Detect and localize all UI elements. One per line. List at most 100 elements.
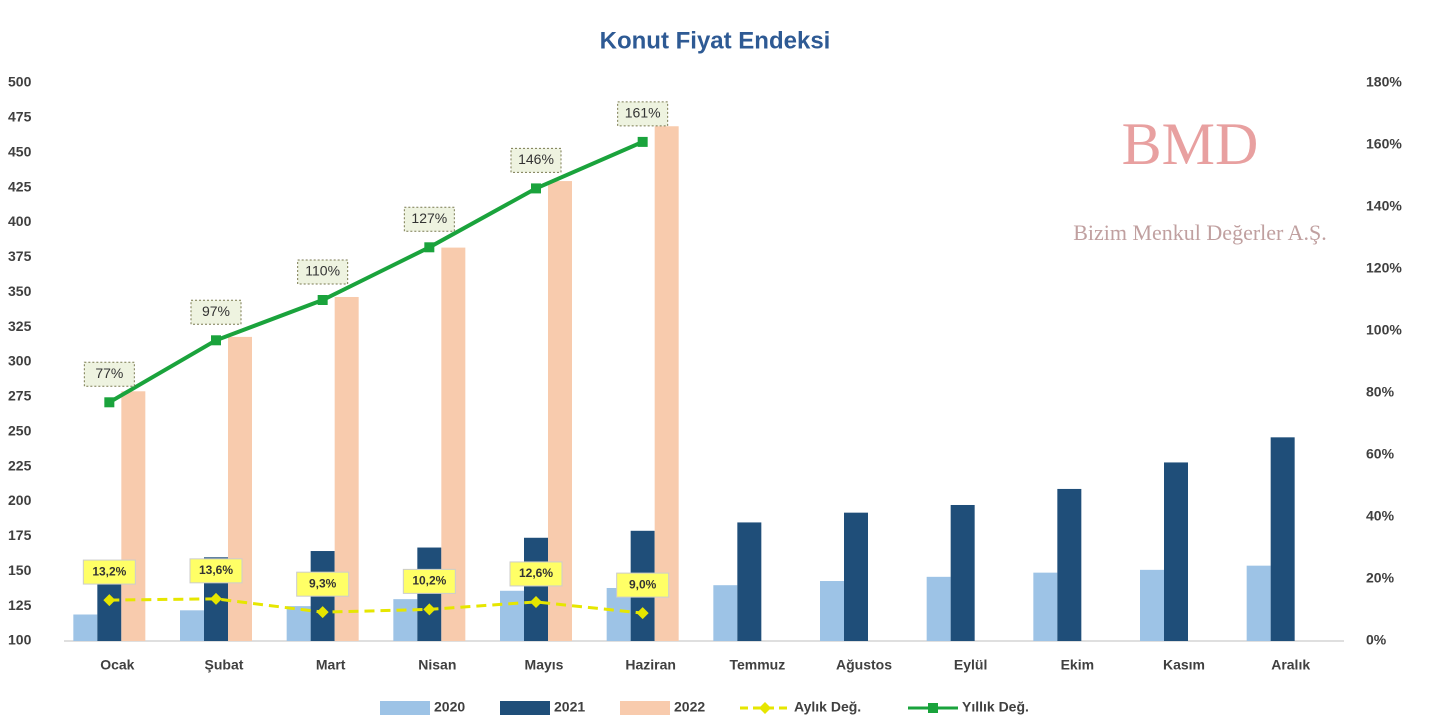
marker [636, 607, 649, 620]
x-tick-label: Nisan [418, 657, 456, 673]
data-label: 146% [518, 151, 554, 167]
y-tick-label: 275 [8, 388, 32, 404]
bar [713, 585, 738, 641]
x-tick-label: Temmuz [729, 657, 785, 673]
x-tick-label: Ağustos [836, 657, 892, 673]
y-tick-label: 125 [8, 597, 32, 613]
marker [211, 335, 221, 346]
label-box [296, 571, 350, 597]
y2-tick-label: 120% [1366, 260, 1402, 276]
legend-marker [928, 703, 938, 713]
watermark-logo: BMD [1122, 111, 1259, 177]
y-tick-label: 375 [8, 248, 32, 264]
data-label: 127% [411, 210, 447, 226]
legend-swatch [500, 701, 550, 715]
bar [524, 537, 548, 641]
x-tick-label: Şubat [205, 657, 244, 673]
data-label: 161% [625, 105, 661, 121]
y-tick-label: 225 [8, 457, 32, 473]
bar [654, 126, 679, 642]
bar [73, 614, 98, 641]
data-label: 13,6% [199, 563, 233, 577]
y-tick-label: 175 [8, 527, 32, 543]
data-label: 110% [305, 263, 340, 279]
bar [1140, 569, 1164, 641]
y-tick-label: 450 [8, 143, 32, 159]
x-tick-label: Mayıs [525, 657, 564, 673]
y-tick-label: 475 [8, 109, 32, 125]
y2-tick-label: 60% [1366, 446, 1395, 462]
bar [417, 547, 442, 641]
bar [500, 590, 524, 641]
y2-tick-label: 20% [1366, 570, 1395, 586]
x-tick-label: Kasım [1163, 657, 1205, 673]
label-box [510, 147, 562, 173]
label-box [83, 361, 135, 387]
y-tick-label: 500 [8, 74, 32, 90]
data-label: 12,6% [519, 566, 553, 580]
data-label: 9,3% [309, 576, 337, 590]
y2-tick-label: 140% [1366, 198, 1402, 214]
x-tick-label: Haziran [625, 657, 676, 673]
legend-label: Aylık Değ. [794, 699, 861, 715]
data-label: 77% [95, 365, 123, 381]
x-tick-label: Ocak [100, 657, 134, 673]
marker [424, 242, 435, 253]
marker [103, 594, 116, 607]
x-tick-label: Eylül [954, 657, 987, 673]
legend-swatch [380, 701, 430, 715]
legend-label: Yıllık Değ. [962, 699, 1029, 715]
chart-title: Konut Fiyat Endeksi [600, 27, 831, 54]
label-box [403, 206, 455, 232]
line [108, 140, 644, 405]
data-label: 10,2% [412, 574, 446, 588]
bar [950, 504, 975, 641]
bar [737, 522, 762, 641]
y-tick-label: 350 [8, 283, 32, 299]
label-box [189, 558, 243, 584]
bar [180, 610, 204, 641]
bar [1246, 565, 1271, 641]
y-tick-label: 250 [8, 422, 32, 438]
marker [316, 606, 329, 619]
y2-tick-label: 80% [1366, 384, 1395, 400]
y-tick-label: 400 [8, 213, 32, 229]
y2-tick-label: 0% [1366, 632, 1387, 648]
label-box [617, 101, 669, 127]
data-label: 9,0% [629, 577, 657, 591]
legend-swatch [620, 701, 670, 715]
bar [844, 512, 868, 641]
marker [637, 136, 648, 147]
legend-marker [759, 702, 771, 714]
y2-tick-label: 180% [1366, 74, 1402, 90]
bar [1270, 437, 1295, 641]
y-tick-label: 200 [8, 492, 32, 508]
bar [121, 391, 146, 641]
marker [530, 595, 542, 608]
label-box [509, 561, 563, 587]
marker [317, 295, 328, 305]
y-tick-label: 100 [8, 632, 32, 648]
label-box [190, 299, 242, 325]
data-label: 13,2% [92, 564, 126, 578]
bar [1033, 572, 1058, 641]
label-box [402, 568, 456, 594]
y2-tick-label: 40% [1366, 508, 1395, 524]
y-tick-label: 300 [8, 353, 32, 369]
bar [820, 581, 844, 641]
marker [423, 603, 436, 616]
y-tick-label: 150 [8, 562, 32, 578]
data-label: 97% [202, 303, 230, 319]
y2-tick-label: 160% [1366, 136, 1402, 152]
y-tick-label: 425 [8, 178, 32, 194]
bar [228, 336, 252, 641]
label-box [616, 572, 670, 598]
marker [531, 183, 541, 194]
label-box [82, 559, 136, 585]
legend-label: 2022 [674, 699, 705, 715]
marker [104, 397, 115, 408]
x-tick-label: Aralık [1271, 657, 1310, 673]
y2-tick-label: 100% [1366, 322, 1402, 338]
legend-label: 2020 [434, 699, 465, 715]
